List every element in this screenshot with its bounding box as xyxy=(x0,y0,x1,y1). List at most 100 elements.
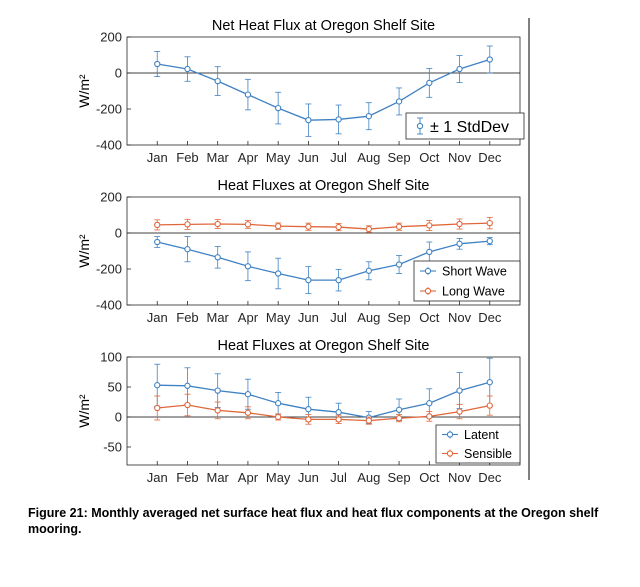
data-point xyxy=(184,246,191,253)
data-point xyxy=(395,261,403,268)
series-1 xyxy=(154,45,493,137)
legend: ± 1 StdDev xyxy=(405,112,525,140)
y-axis-label: W/m² xyxy=(76,394,92,428)
data-point xyxy=(214,254,221,261)
y-tick-label: -400 xyxy=(96,138,122,153)
x-tick-label: Apr xyxy=(238,150,259,165)
y-tick-label: 200 xyxy=(100,30,122,45)
data-point xyxy=(244,221,252,228)
data-point xyxy=(456,65,463,73)
x-tick-label: Jul xyxy=(330,470,347,485)
data-point xyxy=(365,225,372,233)
y-tick-label: -400 xyxy=(96,298,122,313)
x-tick-label: Aug xyxy=(357,470,380,485)
x-tick-label: May xyxy=(266,310,291,325)
x-tick-label: Nov xyxy=(448,150,472,165)
y-tick-label: -50 xyxy=(103,440,122,455)
chart-title: Heat Fluxes at Oregon Shelf Site xyxy=(218,338,430,354)
series-line xyxy=(157,58,490,121)
data-point xyxy=(244,91,252,98)
x-tick-label: Oct xyxy=(419,150,440,165)
data-point xyxy=(335,277,342,284)
data-point xyxy=(426,248,433,256)
chart-title: Heat Fluxes at Oregon Shelf Site xyxy=(218,178,430,194)
x-tick-label: Mar xyxy=(206,150,229,165)
data-point xyxy=(214,220,221,228)
legend-marker xyxy=(424,287,432,295)
y-tick-label: 0 xyxy=(115,226,122,241)
x-tick-label: Jan xyxy=(147,310,168,325)
data-point xyxy=(426,413,433,420)
data-point xyxy=(275,104,282,112)
legend-box xyxy=(405,112,525,140)
x-tick-label: Oct xyxy=(419,310,440,325)
data-point xyxy=(426,400,433,407)
series-1 xyxy=(154,236,493,295)
data-point xyxy=(184,65,191,73)
data-point xyxy=(305,117,312,124)
data-point xyxy=(456,387,463,394)
data-point xyxy=(335,409,342,416)
data-point xyxy=(486,56,493,63)
data-point xyxy=(365,113,372,120)
data-point xyxy=(214,387,221,394)
x-tick-label: Jun xyxy=(298,310,319,325)
data-point xyxy=(335,416,342,423)
data-point xyxy=(214,77,221,85)
data-point xyxy=(365,267,372,274)
y-tick-label: 200 xyxy=(100,190,122,205)
data-point xyxy=(275,400,282,407)
data-point xyxy=(184,382,191,389)
y-tick-label: 0 xyxy=(115,66,122,81)
y-tick-label: 100 xyxy=(100,350,122,365)
y-axis-label: W/m² xyxy=(76,74,92,108)
data-point xyxy=(365,417,372,424)
data-point xyxy=(305,406,312,413)
series-2 xyxy=(154,393,493,425)
y-tick-label: -200 xyxy=(96,102,122,117)
figure: Net Heat Flux at Oregon Shelf Site 200 0 -2… xyxy=(76,18,530,485)
data-point xyxy=(456,220,463,228)
data-point xyxy=(244,263,252,270)
data-point xyxy=(426,79,433,87)
data-point xyxy=(154,238,161,246)
y-tick-label: -200 xyxy=(96,262,122,277)
x-tick-label: Nov xyxy=(448,310,472,325)
x-tick-label: Feb xyxy=(176,150,198,165)
data-point xyxy=(395,406,403,413)
data-point xyxy=(184,401,191,409)
x-tick-label: Sep xyxy=(388,310,411,325)
data-point xyxy=(154,60,161,68)
data-point xyxy=(154,404,161,412)
legend-label: Short Wave xyxy=(442,265,507,279)
data-point xyxy=(184,221,191,228)
y-axis-label: W/m² xyxy=(76,234,92,268)
y-tick-label: 50 xyxy=(108,380,122,395)
legend-label: Sensible xyxy=(464,447,512,461)
data-point xyxy=(426,222,433,229)
series-line xyxy=(157,222,490,230)
data-point xyxy=(486,379,493,386)
x-tick-label: Dec xyxy=(478,310,502,325)
x-tick-label: Jun xyxy=(298,150,319,165)
x-tick-label: Jun xyxy=(298,470,319,485)
legend: Latent Sensible xyxy=(435,424,521,464)
x-tick-label: Dec xyxy=(478,470,502,485)
data-point xyxy=(214,407,221,414)
data-point xyxy=(486,237,493,245)
data-point xyxy=(395,223,403,230)
x-tick-label: May xyxy=(266,150,291,165)
legend-label: ± 1 StdDev xyxy=(430,119,509,136)
legend-marker xyxy=(446,450,454,457)
series-line xyxy=(157,404,490,422)
data-point xyxy=(456,408,463,415)
data-point xyxy=(305,277,312,284)
legend-marker xyxy=(424,267,432,275)
data-point xyxy=(154,382,161,389)
series-2 xyxy=(154,216,493,233)
x-tick-label: Aug xyxy=(357,150,380,165)
legend-label: Long Wave xyxy=(442,285,505,299)
x-tick-label: Jan xyxy=(147,150,168,165)
x-tick-label: Mar xyxy=(206,310,229,325)
x-tick-label: Apr xyxy=(238,470,259,485)
